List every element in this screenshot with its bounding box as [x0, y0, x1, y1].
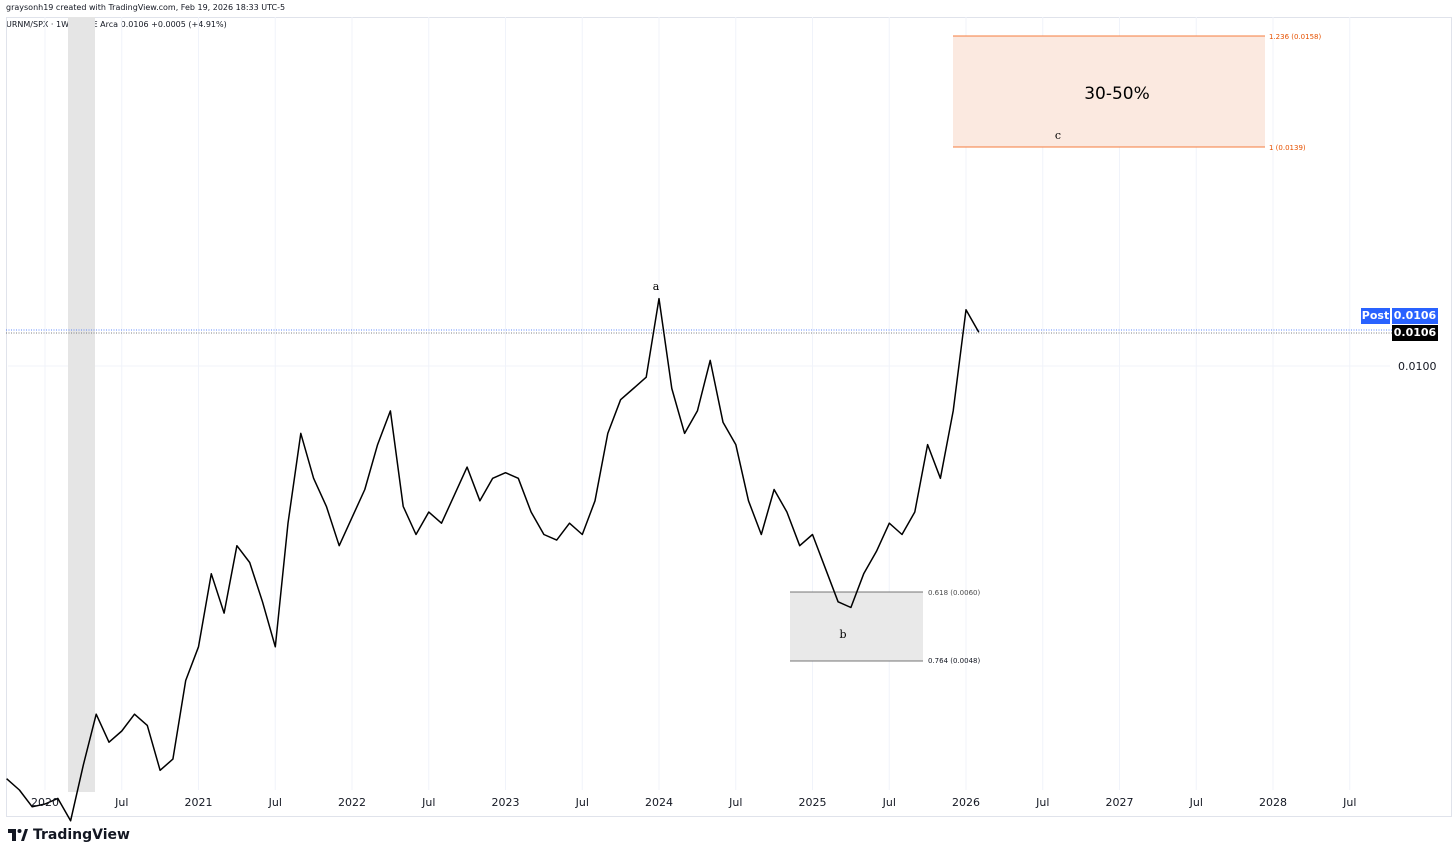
x-tick-label: 2022	[338, 796, 366, 809]
price-axis-tick: 0.0100	[1398, 360, 1437, 373]
post-label: Post	[1361, 308, 1390, 324]
x-tick-label: 2021	[185, 796, 213, 809]
x-tick-label: 2024	[645, 796, 673, 809]
x-tick-label: 2027	[1106, 796, 1134, 809]
fib-b-upper-label: 0.618 (0.0060)	[928, 589, 980, 597]
x-tick-label: 2020	[31, 796, 59, 809]
x-tick-label: 2026	[952, 796, 980, 809]
fib-lower-target-label: 1 (0.0139)	[1269, 144, 1306, 152]
fib-b-lower-label: 0.764 (0.0048)	[928, 657, 980, 665]
post-price-badge: 0.0106	[1392, 308, 1438, 324]
highlight-band	[68, 17, 95, 792]
x-tick-label: Jul	[114, 796, 128, 809]
x-tick-label: Jul	[882, 796, 896, 809]
target-zone-c	[953, 35, 1265, 148]
tradingview-logo-icon	[8, 829, 28, 841]
chart-area[interactable]	[6, 17, 1452, 817]
wave-a-label: a	[653, 280, 660, 293]
x-tick-label: Jul	[575, 796, 589, 809]
x-tick-label: 2023	[492, 796, 520, 809]
symbol-line: URNM/SPX · 1W · NYSE Arca 0.0106 +0.0005…	[6, 20, 227, 29]
x-tick-label: Jul	[421, 796, 435, 809]
x-tick-label: Jul	[1342, 796, 1356, 809]
chart-created-by: graysonh19 created with TradingView.com,…	[6, 3, 286, 12]
x-tick-label: Jul	[728, 796, 742, 809]
wave-c-label: c	[1055, 129, 1061, 142]
target-percentage-label: 30-50%	[1084, 84, 1150, 104]
x-tick-label: 2028	[1259, 796, 1287, 809]
x-tick-label: Jul	[1189, 796, 1203, 809]
x-tick-label: Jul	[1035, 796, 1049, 809]
last-price-badge: 0.0106	[1392, 325, 1438, 341]
brand-name: TradingView	[33, 827, 130, 843]
x-tick-label: Jul	[268, 796, 282, 809]
fib-upper-target-label: 1.236 (0.0158)	[1269, 33, 1321, 41]
wave-b-label: b	[839, 628, 846, 641]
tradingview-logo[interactable]: TradingView	[8, 827, 130, 843]
time-axis: 2020 Jul 2021 Jul 2022 Jul 2023 Jul 2024 Jul 2025 J…	[31, 796, 1356, 809]
b-zone	[790, 591, 923, 662]
price-series-line	[6, 297, 980, 822]
x-tick-label: 2025	[799, 796, 827, 809]
